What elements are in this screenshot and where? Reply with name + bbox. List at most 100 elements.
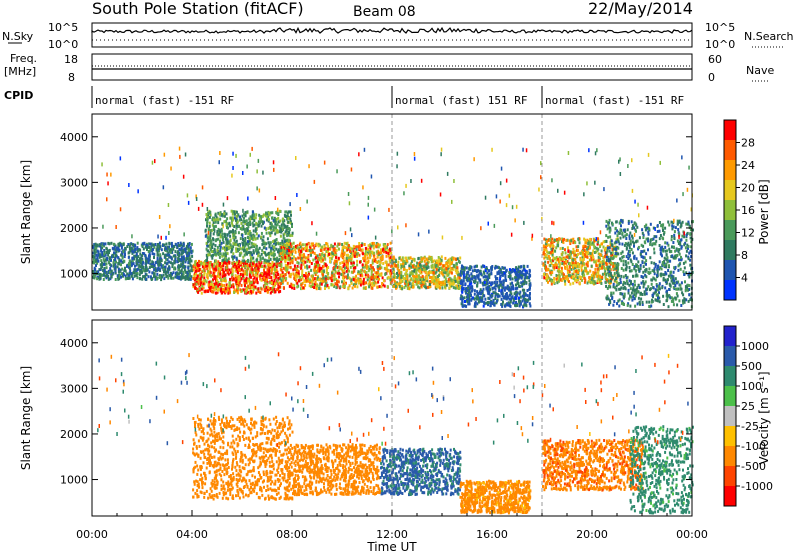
- data-cell: [409, 271, 412, 275]
- data-cell: [413, 277, 416, 280]
- data-cell: [113, 245, 116, 249]
- data-cell: [330, 243, 333, 247]
- data-cell: [232, 277, 235, 281]
- data-cell: [371, 261, 374, 265]
- data-cell: [223, 279, 226, 283]
- data-cell: [406, 286, 409, 290]
- data-cell: [261, 214, 264, 218]
- data-cell: [507, 296, 510, 299]
- data-cell: [191, 254, 194, 258]
- data-cell: [92, 255, 95, 259]
- data-cell: [200, 291, 203, 295]
- data-cell: [95, 250, 98, 254]
- data-cell: [315, 287, 318, 291]
- data-cell: [212, 266, 215, 270]
- data-cell: [232, 230, 235, 234]
- data-cell: [255, 291, 258, 295]
- data-cell: [247, 279, 250, 283]
- data-cell: [290, 260, 293, 264]
- data-cell: [284, 259, 287, 263]
- data-cell: [438, 280, 441, 284]
- data-cell: [333, 267, 336, 271]
- data-cell: [251, 262, 254, 266]
- data-cell: [446, 261, 449, 265]
- data-cell: [131, 261, 134, 264]
- data-cell: [107, 241, 110, 245]
- data-cell: [466, 286, 469, 290]
- data-cell: [248, 230, 251, 233]
- data-cell: [483, 302, 486, 306]
- data-cell: [247, 232, 250, 236]
- data-cell: [387, 249, 390, 252]
- data-cell: [212, 225, 215, 229]
- data-cell: [223, 246, 226, 250]
- data-cell: [235, 224, 238, 228]
- data-cell: [222, 240, 225, 244]
- data-cell: [234, 264, 237, 268]
- data-cell: [156, 260, 159, 264]
- data-cell: [299, 249, 302, 253]
- data-cell: [346, 276, 349, 279]
- data-cell: [169, 274, 172, 278]
- data-cell: [104, 274, 107, 278]
- data-cell: [278, 290, 280, 294]
- nsky-tick-top: 10^5: [48, 21, 78, 34]
- data-cell: [379, 261, 382, 265]
- data-cell: [233, 255, 236, 259]
- data-cell: [435, 267, 438, 271]
- data-cell: [352, 254, 355, 258]
- data-cell: [411, 257, 414, 261]
- data-cell: [266, 290, 269, 294]
- data-cell: [345, 269, 348, 273]
- data-cell: [137, 255, 140, 259]
- data-cell: [150, 278, 153, 281]
- data-cell: [331, 270, 334, 274]
- data-cell: [231, 218, 234, 222]
- data-cell: [270, 251, 273, 255]
- data-cell: [497, 271, 500, 275]
- data-cell: [271, 244, 274, 248]
- data-cell: [380, 285, 383, 289]
- data-cell: [416, 278, 419, 282]
- data-cell: [148, 270, 151, 274]
- data-cell: [486, 282, 489, 286]
- data-cell: [192, 277, 195, 281]
- data-cell: [485, 287, 488, 291]
- data-cell: [209, 229, 212, 233]
- data-cell: [315, 260, 318, 264]
- data-cell: [275, 265, 278, 269]
- data-cell: [589, 269, 592, 273]
- data-cell: [519, 290, 522, 294]
- data-cell: [507, 301, 510, 305]
- data-cell: [114, 269, 117, 273]
- data-cell: [376, 254, 379, 258]
- data-cell: [335, 256, 338, 260]
- data-cell: [423, 280, 426, 284]
- data-cell: [128, 259, 131, 263]
- data-cell: [469, 282, 472, 286]
- data-cell: [256, 274, 259, 278]
- data-cell: [127, 243, 130, 246]
- data-cell: [477, 275, 479, 279]
- data-cell: [145, 264, 147, 268]
- data-cell: [457, 286, 460, 290]
- data-cell: [297, 274, 300, 278]
- data-cell: [168, 253, 171, 257]
- data-cell: [451, 282, 454, 286]
- data-cell: [107, 277, 110, 281]
- data-cell: [488, 285, 491, 288]
- data-cell: [318, 284, 321, 288]
- data-cell: [280, 230, 283, 234]
- data-cell: [515, 283, 517, 287]
- data-cell: [371, 266, 374, 270]
- data-cell: [227, 257, 230, 261]
- data-cell: [461, 304, 464, 308]
- data-cell: [159, 257, 162, 261]
- data-cell: [528, 268, 531, 272]
- data-cell: [357, 245, 360, 249]
- data-cell: [491, 281, 494, 285]
- data-cell: [295, 273, 298, 277]
- data-cell: [195, 266, 198, 270]
- data-cell: [438, 260, 441, 264]
- data-cell: [104, 253, 107, 257]
